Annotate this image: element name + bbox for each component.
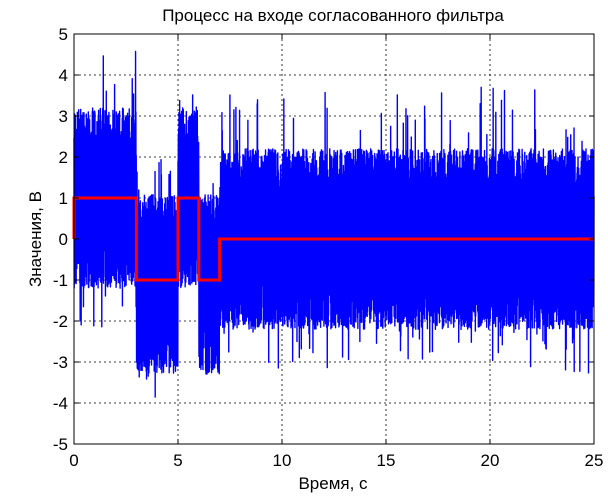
y-axis-label: Значения, В	[26, 191, 45, 287]
y-tick-label: -3	[53, 353, 68, 372]
y-tick-label: 2	[59, 148, 68, 167]
y-tick-label: 0	[59, 230, 68, 249]
x-tick-label: 0	[69, 451, 78, 470]
y-tick-label: 4	[59, 66, 68, 85]
x-tick-label: 10	[273, 451, 292, 470]
x-tick-label: 5	[173, 451, 182, 470]
y-tick-label: 5	[59, 25, 68, 44]
axis-ticks: 0 5 10 15 20 25 -5 -4 -3 -2 -1 0 1 2 3 4 5	[53, 25, 604, 470]
y-tick-label: 3	[59, 107, 68, 126]
y-tick-label: -2	[53, 312, 68, 331]
y-tick-label: 1	[59, 189, 68, 208]
chart-title: Процесс на входе согласованного фильтра	[162, 6, 504, 25]
y-tick-label: -4	[53, 394, 68, 413]
x-tick-label: 15	[377, 451, 396, 470]
y-tick-label: -1	[53, 271, 68, 290]
x-tick-label: 25	[585, 451, 604, 470]
signal-series	[72, 196, 594, 282]
x-tick-label: 20	[481, 451, 500, 470]
y-tick-label: -5	[53, 435, 68, 454]
x-axis-label: Время, с	[298, 474, 368, 493]
signal-step-line	[72, 196, 594, 282]
